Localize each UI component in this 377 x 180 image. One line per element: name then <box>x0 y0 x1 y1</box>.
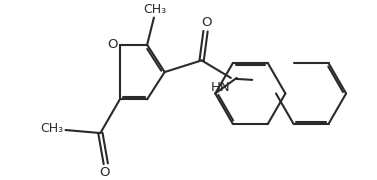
Text: O: O <box>201 16 212 29</box>
Text: HN: HN <box>210 81 230 94</box>
Text: CH₃: CH₃ <box>143 3 167 16</box>
Text: O: O <box>107 38 118 51</box>
Text: CH₃: CH₃ <box>40 122 63 135</box>
Text: O: O <box>100 166 110 179</box>
